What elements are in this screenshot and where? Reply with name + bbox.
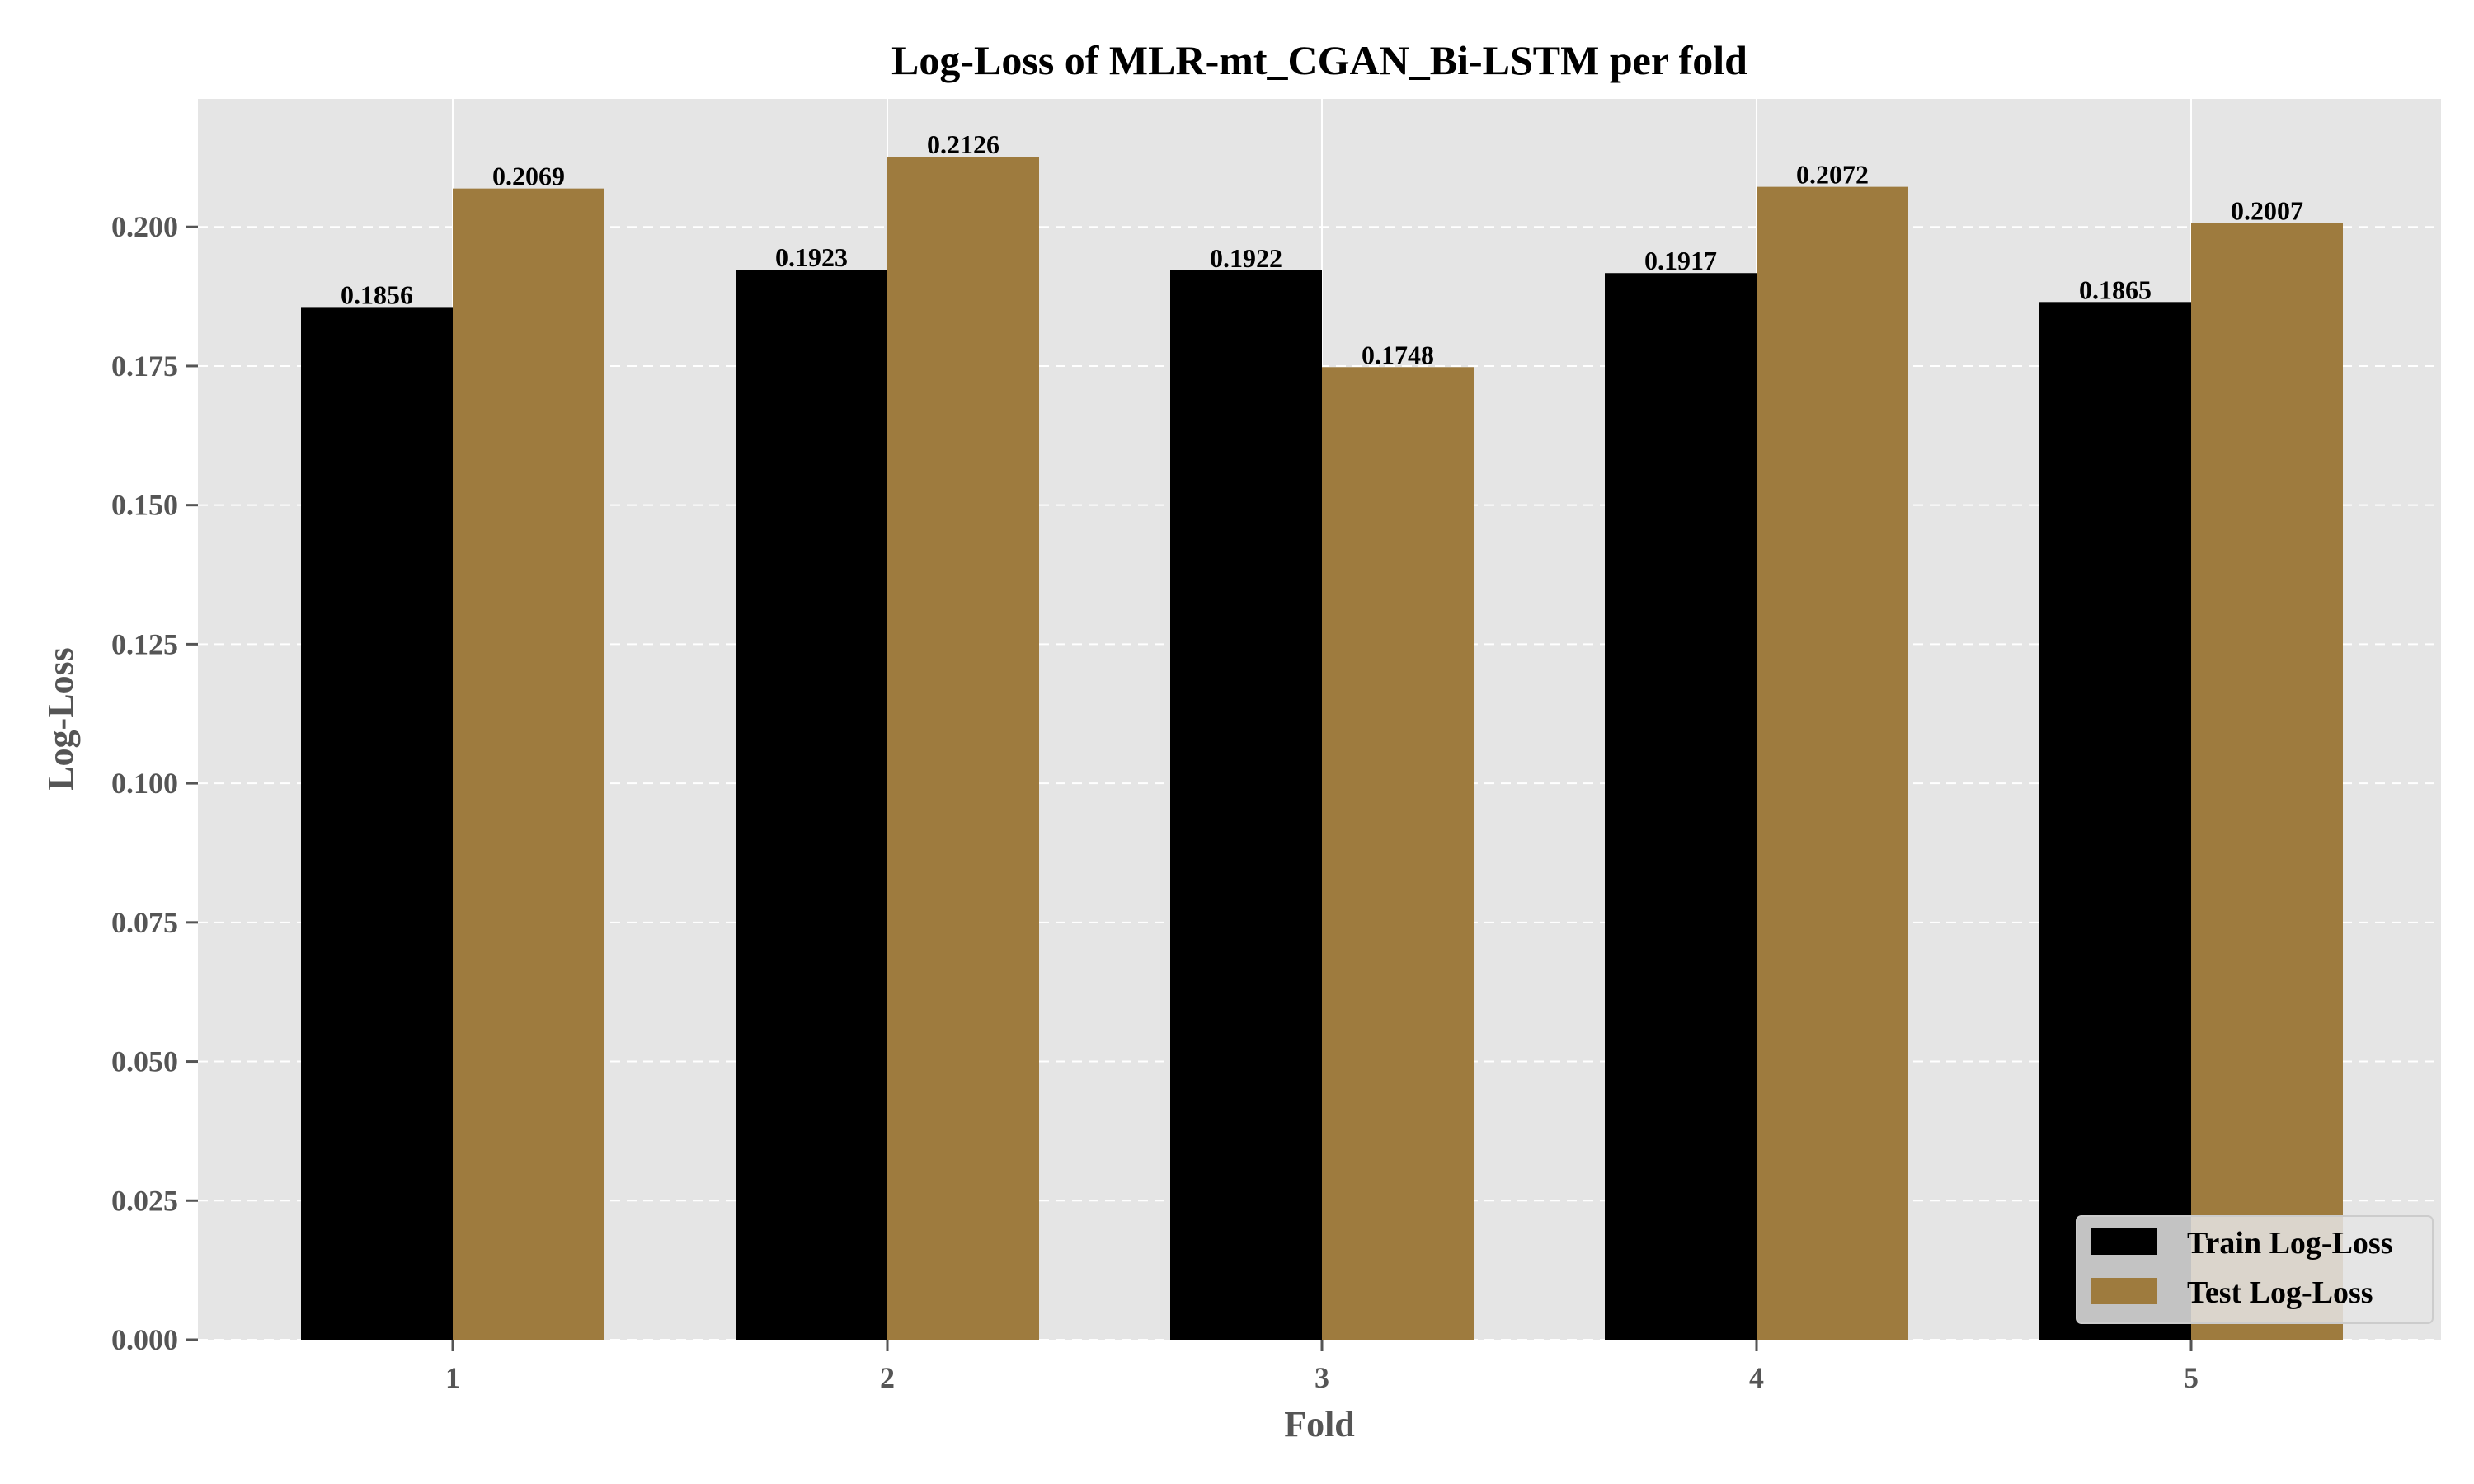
legend-box	[2076, 1215, 2434, 1324]
y-tick-label: 0.000	[111, 1323, 178, 1356]
x-tick-label: 2	[880, 1361, 895, 1394]
bar-test-fold-1	[453, 188, 604, 1340]
data-label: 0.2126	[927, 129, 999, 159]
y-tick-label: 0.200	[111, 210, 178, 243]
legend-swatch-test	[2091, 1278, 2157, 1304]
chart-title: Log-Loss of MLR-mt_CGAN_Bi-LSTM per fold	[891, 37, 1747, 83]
y-tick-label: 0.125	[111, 627, 178, 660]
bars	[301, 157, 2343, 1341]
y-tick-label: 0.150	[111, 489, 178, 522]
bar-test-fold-4	[1757, 186, 1908, 1340]
data-label: 0.1922	[1210, 243, 1282, 273]
data-label: 0.2007	[2231, 196, 2303, 226]
legend-label-train: Train Log-Loss	[2187, 1226, 2393, 1261]
bar-train-fold-2	[736, 270, 887, 1341]
bar-train-fold-5	[2039, 302, 2191, 1340]
bar-train-fold-1	[301, 307, 453, 1340]
y-axis: 0.000 0.025 0.050 0.075 0.100 0.125 0.150 0.175…	[111, 210, 198, 1356]
bar-test-fold-3	[1322, 367, 1474, 1341]
y-tick-label: 0.100	[111, 767, 178, 800]
data-label: 0.2072	[1796, 160, 1869, 190]
data-label: 0.2069	[492, 162, 565, 191]
bar-test-fold-2	[887, 157, 1039, 1340]
data-label: 0.1856	[341, 279, 413, 309]
y-tick-label: 0.075	[111, 906, 178, 939]
legend-label-test: Test Log-Loss	[2187, 1275, 2373, 1310]
data-label: 0.1923	[775, 242, 848, 272]
x-axis-label: Fold	[1284, 1404, 1355, 1444]
legend-swatch-train	[2091, 1228, 2157, 1255]
x-tick-label: 1	[445, 1361, 460, 1394]
y-tick-label: 0.025	[111, 1184, 178, 1217]
bar-train-fold-3	[1170, 270, 1322, 1340]
x-tick-label: 4	[1749, 1361, 1764, 1394]
x-tick-label: 5	[2184, 1361, 2199, 1394]
legend: Train Log-Loss Test Log-Loss	[2076, 1215, 2434, 1324]
x-axis: 1 2 3 4 5	[445, 1340, 2199, 1394]
data-label: 0.1917	[1644, 246, 1717, 275]
y-tick-label: 0.175	[111, 350, 178, 383]
bar-test-fold-5	[2191, 223, 2343, 1340]
data-label: 0.1748	[1362, 340, 1434, 369]
y-tick-label: 0.050	[111, 1045, 178, 1078]
bar-train-fold-4	[1605, 273, 1757, 1341]
data-labels: 0.1856 0.1923 0.1922 0.1917 0.1865 0.2069 0.21…	[341, 129, 2303, 369]
y-axis-label: Log-Loss	[40, 647, 81, 791]
x-tick-label: 3	[1315, 1361, 1329, 1394]
data-label: 0.1865	[2079, 275, 2152, 304]
